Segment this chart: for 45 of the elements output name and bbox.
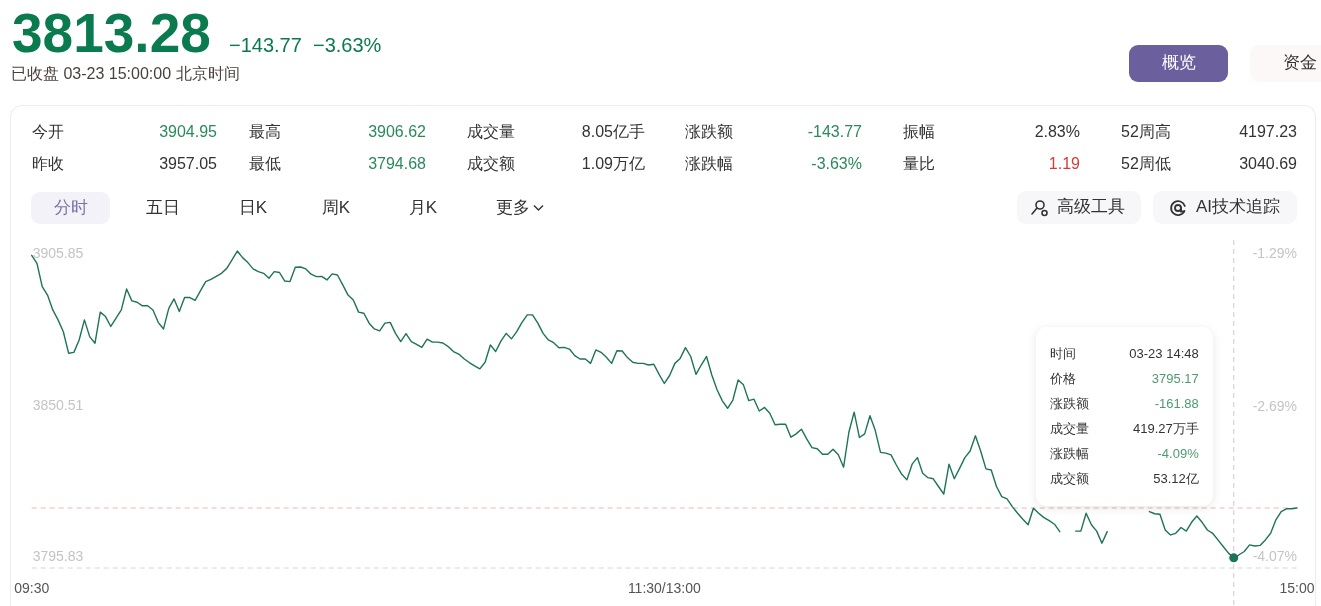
annotation: 419.27万手 [1132, 421, 1199, 437]
annotation: 8.05亿手 [581, 122, 645, 142]
annotation: 涨跌额 [685, 122, 733, 142]
annotation: 1.09万亿 [581, 154, 645, 174]
annotation: 振幅 [903, 122, 935, 142]
annotation: 成交额 [1049, 471, 1089, 487]
annotation: -4.09% [1157, 446, 1199, 462]
annotation: 3906.62 [368, 122, 426, 142]
annotation: 52周低 [1121, 154, 1171, 174]
annotation: 最高 [249, 122, 281, 142]
annotation: 4197.23 [1239, 122, 1297, 142]
annotation: 涨跌额 [1049, 396, 1089, 412]
annotation: 日K [238, 197, 268, 219]
annotation: -143.77 [807, 122, 862, 142]
annotation: 价格 [1049, 371, 1076, 387]
annotation: 3904.95 [159, 122, 217, 142]
annotation: 03-23 14:48 [1129, 346, 1199, 362]
annotation: 五日 [146, 197, 180, 219]
annotation: 成交额 [467, 154, 515, 174]
annotation: 3040.69 [1239, 154, 1297, 174]
annotation: -3.63% [811, 154, 862, 174]
annotation: 月K [408, 197, 438, 219]
annotation: 今开 [32, 122, 64, 142]
annotation: 涨跌幅 [1049, 446, 1089, 462]
annotation: 3794.68 [368, 154, 426, 174]
annotation: 时间 [1049, 346, 1076, 362]
annotation: 成交量 [1049, 421, 1089, 437]
annotation: −3.63% [313, 33, 382, 57]
annotation: 涨跌幅 [685, 154, 733, 174]
annotation: -161.88 [1154, 396, 1199, 412]
annotation: 量比 [903, 154, 935, 174]
title: 3813.28 [12, 1, 211, 65]
subtitle: 已收盘 03-23 15:00:00 北京时间 [11, 64, 240, 84]
annotation: 53.12亿 [1153, 471, 1199, 487]
annotation: 52周高 [1121, 122, 1171, 142]
annotation: 周K [321, 197, 351, 219]
annotation: 3795.17 [1151, 371, 1199, 387]
annotation: 最低 [249, 154, 281, 174]
annotation: 3957.05 [159, 154, 217, 174]
annotation: 成交量 [467, 122, 515, 142]
annotation: 1.19 [1048, 154, 1080, 174]
annotation: 2.83% [1034, 122, 1080, 142]
annotation: 更多 [495, 197, 530, 219]
annotation: −143.77 [229, 33, 302, 57]
annotation: 昨收 [32, 154, 64, 174]
